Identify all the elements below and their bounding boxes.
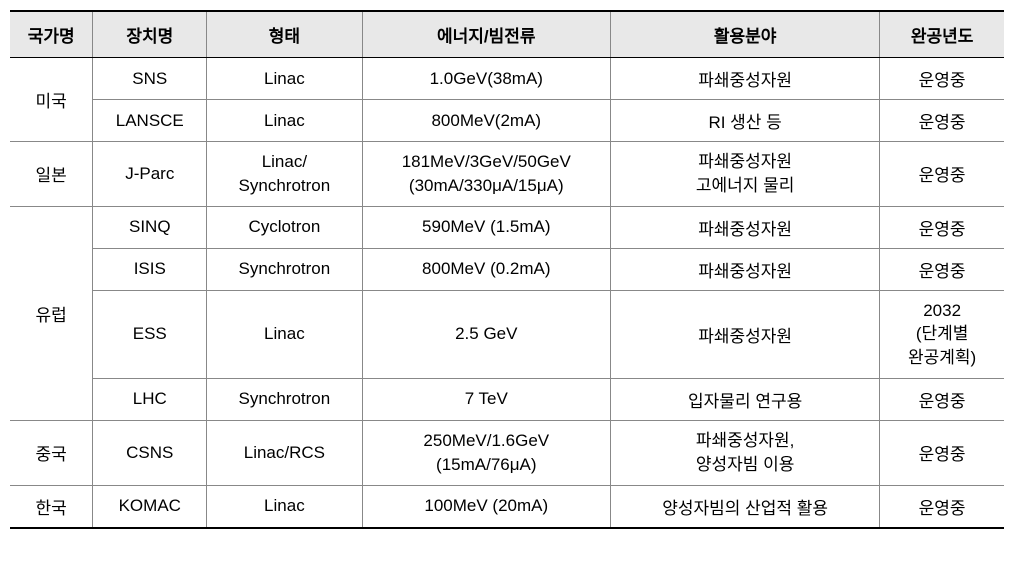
cell-type: Linac: [207, 290, 362, 378]
cell-field: 파쇄중성자원: [611, 248, 880, 290]
cell-energy: 181MeV/3GeV/50GeV (30mA/330μA/15μA): [362, 142, 611, 207]
header-energy: 에너지/빔전류: [362, 11, 611, 58]
cell-field: 양성자빔의 산업적 활용: [611, 485, 880, 528]
table-row: 중국 CSNS Linac/RCS 250MeV/1.6GeV (15mA/76…: [10, 420, 1004, 485]
cell-energy: 590MeV (1.5mA): [362, 206, 611, 248]
cell-field-line2: 고에너지 물리: [696, 176, 795, 195]
cell-type: Linac: [207, 58, 362, 100]
cell-type-line1: Linac/: [262, 152, 307, 171]
cell-year: 운영중: [880, 485, 1004, 528]
table-row: 미국 SNS Linac 1.0GeV(38mA) 파쇄중성자원 운영중: [10, 58, 1004, 100]
accelerator-facilities-table: 국가명 장치명 형태 에너지/빔전류 활용분야 완공년도 미국 SNS Lina…: [10, 10, 1004, 529]
cell-year: 운영중: [880, 378, 1004, 420]
cell-year: 운영중: [880, 206, 1004, 248]
table-row: LHC Synchrotron 7 TeV 입자물리 연구용 운영중: [10, 378, 1004, 420]
cell-type: Cyclotron: [207, 206, 362, 248]
header-field: 활용분야: [611, 11, 880, 58]
cell-field-line1: 파쇄중성자원: [698, 152, 792, 171]
cell-field: 파쇄중성자원, 양성자빔 이용: [611, 420, 880, 485]
cell-device: J-Parc: [93, 142, 207, 207]
cell-energy-line2: (30mA/330μA/15μA): [409, 176, 564, 195]
table-header-row: 국가명 장치명 형태 에너지/빔전류 활용분야 완공년도: [10, 11, 1004, 58]
cell-energy: 2.5 GeV: [362, 290, 611, 378]
cell-country-usa: 미국: [10, 58, 93, 142]
cell-year: 운영중: [880, 420, 1004, 485]
cell-year: 운영중: [880, 142, 1004, 207]
cell-device: CSNS: [93, 420, 207, 485]
cell-country-korea: 한국: [10, 485, 93, 528]
cell-energy: 1.0GeV(38mA): [362, 58, 611, 100]
cell-energy-line1: 250MeV/1.6GeV: [423, 431, 549, 450]
cell-field: 파쇄중성자원: [611, 290, 880, 378]
cell-year-line3: 완공계획): [908, 348, 976, 367]
cell-device: ISIS: [93, 248, 207, 290]
table-row: LANSCE Linac 800MeV(2mA) RI 생산 등 운영중: [10, 100, 1004, 142]
cell-energy: 100MeV (20mA): [362, 485, 611, 528]
cell-device: KOMAC: [93, 485, 207, 528]
table-row: 일본 J-Parc Linac/ Synchrotron 181MeV/3GeV…: [10, 142, 1004, 207]
cell-field: RI 생산 등: [611, 100, 880, 142]
cell-type: Linac/ Synchrotron: [207, 142, 362, 207]
cell-type: Linac: [207, 485, 362, 528]
cell-energy: 800MeV (0.2mA): [362, 248, 611, 290]
cell-type: Synchrotron: [207, 248, 362, 290]
table-row: ISIS Synchrotron 800MeV (0.2mA) 파쇄중성자원 운…: [10, 248, 1004, 290]
cell-field-line1: 파쇄중성자원,: [696, 431, 795, 450]
cell-country-europe: 유럽: [10, 206, 93, 420]
cell-year: 2032 (단계별 완공계획): [880, 290, 1004, 378]
cell-country-china: 중국: [10, 420, 93, 485]
cell-energy-line1: 181MeV/3GeV/50GeV: [402, 152, 571, 171]
table-row: 한국 KOMAC Linac 100MeV (20mA) 양성자빔의 산업적 활…: [10, 485, 1004, 528]
cell-field-line2: 양성자빔 이용: [696, 455, 795, 474]
cell-device: LANSCE: [93, 100, 207, 142]
cell-type-line2: Synchrotron: [239, 176, 331, 195]
cell-device: SINQ: [93, 206, 207, 248]
cell-year: 운영중: [880, 58, 1004, 100]
cell-field: 입자물리 연구용: [611, 378, 880, 420]
cell-field: 파쇄중성자원: [611, 206, 880, 248]
header-country: 국가명: [10, 11, 93, 58]
cell-field: 파쇄중성자원 고에너지 물리: [611, 142, 880, 207]
cell-year-line1: 2032: [923, 301, 961, 320]
cell-energy: 250MeV/1.6GeV (15mA/76μA): [362, 420, 611, 485]
cell-year-line2: (단계별: [916, 324, 969, 343]
cell-type: Linac/RCS: [207, 420, 362, 485]
cell-device: LHC: [93, 378, 207, 420]
cell-field: 파쇄중성자원: [611, 58, 880, 100]
header-year: 완공년도: [880, 11, 1004, 58]
cell-type: Synchrotron: [207, 378, 362, 420]
cell-year: 운영중: [880, 100, 1004, 142]
cell-type: Linac: [207, 100, 362, 142]
cell-energy: 800MeV(2mA): [362, 100, 611, 142]
cell-year: 운영중: [880, 248, 1004, 290]
cell-country-japan: 일본: [10, 142, 93, 207]
cell-energy: 7 TeV: [362, 378, 611, 420]
table-row: ESS Linac 2.5 GeV 파쇄중성자원 2032 (단계별 완공계획): [10, 290, 1004, 378]
header-type: 형태: [207, 11, 362, 58]
table-row: 유럽 SINQ Cyclotron 590MeV (1.5mA) 파쇄중성자원 …: [10, 206, 1004, 248]
header-device: 장치명: [93, 11, 207, 58]
cell-device: ESS: [93, 290, 207, 378]
cell-device: SNS: [93, 58, 207, 100]
cell-energy-line2: (15mA/76μA): [436, 455, 537, 474]
